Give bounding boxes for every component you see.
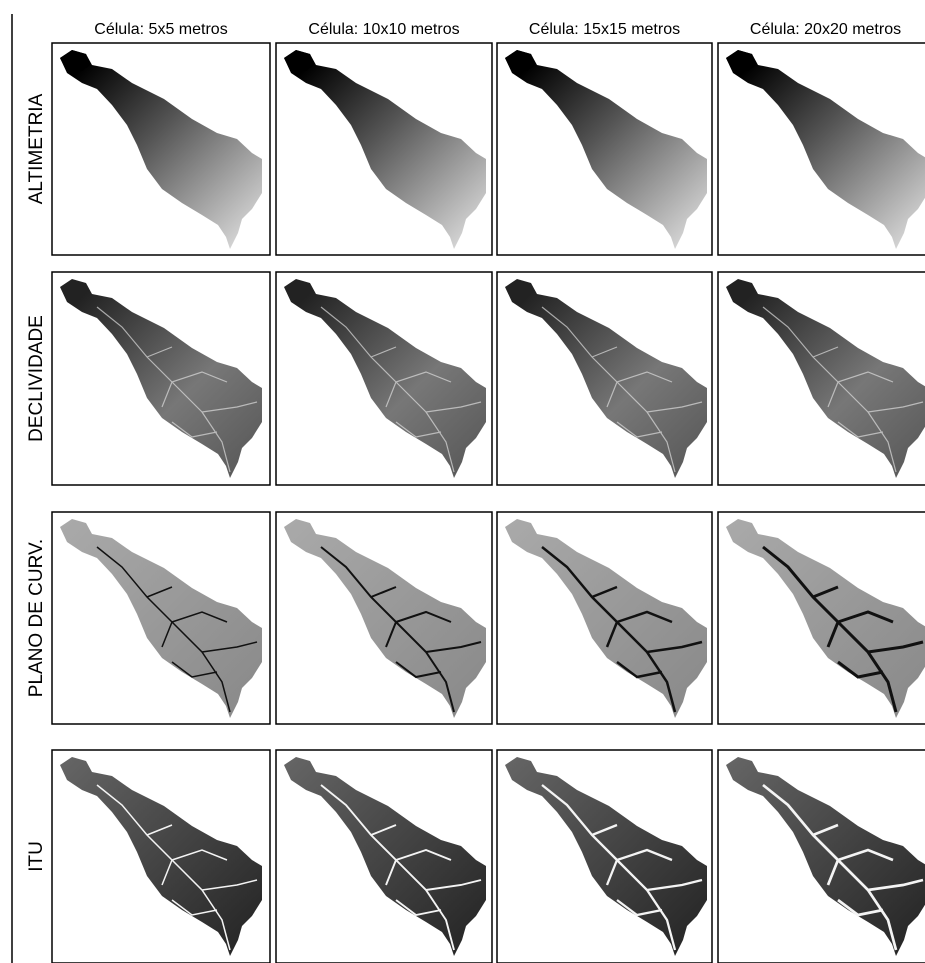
map-panel bbox=[496, 42, 713, 256]
map-panel bbox=[275, 271, 493, 486]
map-panel bbox=[496, 511, 713, 725]
outlet-blob bbox=[726, 50, 756, 71]
outlet-blob bbox=[60, 50, 90, 71]
map-panel bbox=[51, 42, 271, 256]
basin-map bbox=[284, 279, 486, 478]
basin-map bbox=[726, 519, 925, 718]
basin-map bbox=[284, 50, 486, 249]
basin-map bbox=[726, 757, 925, 956]
basin-map bbox=[284, 757, 486, 956]
map-panel bbox=[496, 749, 713, 963]
map-panel bbox=[51, 271, 271, 486]
slope-texture bbox=[762, 306, 924, 473]
row-label: DECLIVIDADE bbox=[26, 315, 47, 442]
basin-map bbox=[60, 757, 262, 956]
basin-map bbox=[726, 279, 925, 478]
drainage-lines bbox=[96, 546, 258, 713]
slope-texture bbox=[541, 306, 703, 473]
slope-texture bbox=[320, 306, 482, 473]
drainage-lines bbox=[320, 784, 482, 951]
map-panel bbox=[717, 749, 925, 963]
slope-texture bbox=[96, 306, 258, 473]
row-label: PLANO DE CURV. bbox=[26, 539, 47, 697]
column-header: Célula: 10x10 metros bbox=[308, 21, 459, 38]
outlet-blob bbox=[505, 50, 535, 71]
column-header: Célula: 20x20 metros bbox=[750, 21, 901, 38]
map-panel bbox=[275, 749, 493, 963]
column-header: Célula: 15x15 metros bbox=[529, 21, 680, 38]
map-panel bbox=[717, 42, 925, 256]
drainage-lines bbox=[320, 546, 482, 713]
row-label: ALTIMETRIA bbox=[26, 93, 47, 204]
map-panel bbox=[717, 271, 925, 486]
drainage-lines bbox=[762, 783, 924, 951]
basin-map bbox=[60, 279, 262, 478]
map-panel bbox=[275, 511, 493, 725]
map-panel bbox=[275, 42, 493, 256]
basin-map bbox=[726, 50, 925, 249]
basin-map bbox=[60, 50, 262, 249]
basin-map bbox=[60, 519, 262, 718]
outlet-blob bbox=[284, 50, 314, 71]
drainage-lines bbox=[541, 546, 703, 713]
column-header: Célula: 5x5 metros bbox=[94, 21, 227, 38]
basin-map bbox=[284, 519, 486, 718]
map-panel bbox=[717, 511, 925, 725]
map-panel bbox=[496, 271, 713, 486]
row-label: ITU bbox=[26, 841, 47, 872]
drainage-lines bbox=[96, 784, 258, 951]
drainage-lines bbox=[541, 784, 703, 951]
basin-map bbox=[505, 279, 707, 478]
map-panel bbox=[51, 511, 271, 725]
map-panel bbox=[51, 749, 271, 963]
basin-map bbox=[505, 50, 707, 249]
drainage-lines bbox=[762, 545, 924, 713]
